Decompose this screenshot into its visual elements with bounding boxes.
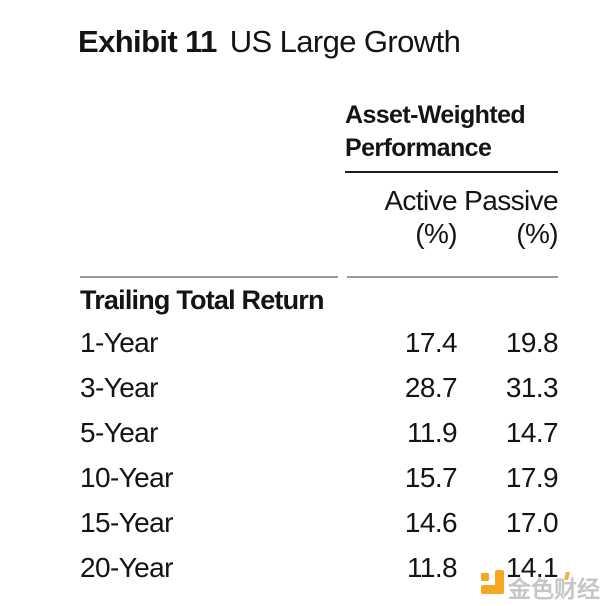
table-row: 20-Year 11.8 14.1: [80, 545, 559, 590]
group-header-line2: Performance: [345, 134, 492, 162]
section-divider-left: [80, 276, 338, 278]
row-label: 15-Year: [80, 507, 173, 538]
exhibit-number: Exhibit 11: [78, 24, 217, 59]
table-row: 1-Year 17.4 19.8: [80, 320, 559, 365]
table-row: 15-Year 14.6 17.0: [80, 500, 559, 545]
row-label: 20-Year: [80, 552, 173, 583]
row-label: 1-Year: [80, 327, 158, 358]
table-row: 3-Year 28.7 31.3: [80, 365, 559, 410]
column-group-header: Asset-Weighted Performance: [345, 99, 558, 165]
row-label: 3-Year: [80, 372, 158, 403]
watermark-text: 金色财经: [508, 576, 600, 602]
data-table: 1-Year 17.4 19.8 3-Year 28.7 31.3 5-Year…: [80, 320, 559, 590]
active-value: 17.4: [404, 327, 458, 358]
active-value: 14.6: [404, 507, 458, 538]
row-label: 10-Year: [80, 462, 173, 493]
logo-horizontal-block: [481, 585, 504, 594]
header-underline-rule: [345, 171, 558, 173]
passive-value: 14.1: [505, 552, 559, 583]
table-row: 5-Year 11.9 14.7: [80, 410, 559, 455]
row-label: 5-Year: [80, 417, 158, 448]
active-value: 11.9: [406, 417, 458, 448]
logo-square-block: [481, 573, 489, 581]
passive-value: 31.3: [505, 372, 559, 403]
section-divider-right: [347, 276, 558, 278]
passive-value: 17.9: [505, 462, 559, 493]
column-unit-passive: (%): [516, 218, 558, 249]
column-header-active: Active: [384, 185, 457, 216]
passive-value: 17.0: [505, 507, 559, 538]
passive-value: 14.7: [505, 417, 559, 448]
watermark: 金色财经: [481, 569, 600, 602]
active-value: 28.7: [404, 372, 458, 403]
logo-vertical-block: [495, 570, 504, 594]
column-header-passive: Passive: [464, 185, 558, 216]
passive-value: 19.8: [505, 327, 559, 358]
column-unit-active: (%): [415, 218, 457, 249]
group-header-line1: Asset-Weighted: [345, 101, 526, 129]
column-headers: Active Passive (%) (%): [345, 184, 558, 250]
section-title: Trailing Total Return: [80, 285, 325, 315]
active-value: 15.7: [404, 462, 458, 493]
page-title: Exhibit 11 US Large Growth: [78, 24, 461, 60]
exhibit-name: US Large Growth: [229, 24, 461, 59]
active-value: 11.8: [406, 552, 458, 583]
jinse-finance-logo-icon: [481, 570, 504, 594]
table-row: 10-Year 15.7 17.9: [80, 455, 559, 500]
